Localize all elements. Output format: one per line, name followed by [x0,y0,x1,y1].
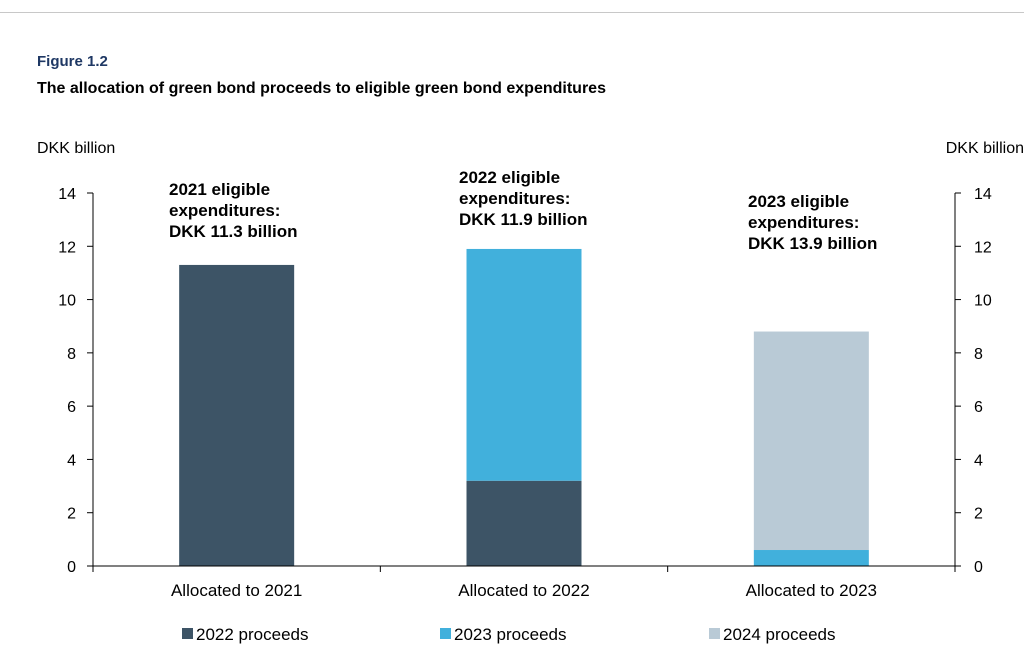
y-tick-right-label: 0 [974,559,983,576]
y-tick-left-label: 6 [67,399,76,416]
y-tick-right-label: 2 [974,506,983,523]
bar-1-series-1 [179,264,295,566]
category-label: Allocated to 2021 [171,581,302,600]
legend-swatch-3 [709,628,720,639]
y-tick-right-label: 14 [974,186,992,203]
legend-swatch-2 [440,628,451,639]
y-tick-right-label: 12 [974,239,992,256]
bar-3-series-3 [753,331,869,551]
bar-2-series-2 [466,248,582,481]
legend-swatch-1 [182,628,193,639]
legend-label-1: 2022 proceeds [196,625,308,644]
y-tick-right-label: 6 [974,399,983,416]
y-axis-right-title: DKK billion [946,140,1024,157]
bar-2-series-1 [466,480,582,566]
annotation-2: 2022 eligible expenditures: DKK 11.9 billi… [459,168,587,229]
y-tick-left-label: 14 [58,186,76,203]
y-tick-left-label: 4 [67,452,76,469]
y-tick-right-label: 10 [974,293,992,310]
y-tick-left-label: 12 [58,239,76,256]
figure-title: The allocation of green bond proceeds to… [37,80,606,97]
bar-3-series-2 [753,550,869,566]
legend-label-2: 2023 proceeds [454,625,566,644]
y-tick-left-label: 10 [58,293,76,310]
category-label: Allocated to 2023 [746,581,877,600]
y-tick-right-label: 8 [974,346,983,363]
y-tick-left-label: 2 [67,506,76,523]
y-tick-left-label: 8 [67,346,76,363]
annotation-1: 2021 eligible expenditures: DKK 11.3 billi… [169,180,297,241]
y-tick-right-label: 4 [974,452,983,469]
y-tick-left-label: 0 [67,559,76,576]
legend-label-3: 2024 proceeds [723,625,835,644]
annotation-3: 2023 eligible expenditures: DKK 13.9 billi… [748,192,877,253]
y-axis-left-title: DKK billion [37,140,115,157]
figure-label: Figure 1.2 [37,53,108,70]
category-label: Allocated to 2022 [458,581,589,600]
top-divider [0,12,1024,13]
